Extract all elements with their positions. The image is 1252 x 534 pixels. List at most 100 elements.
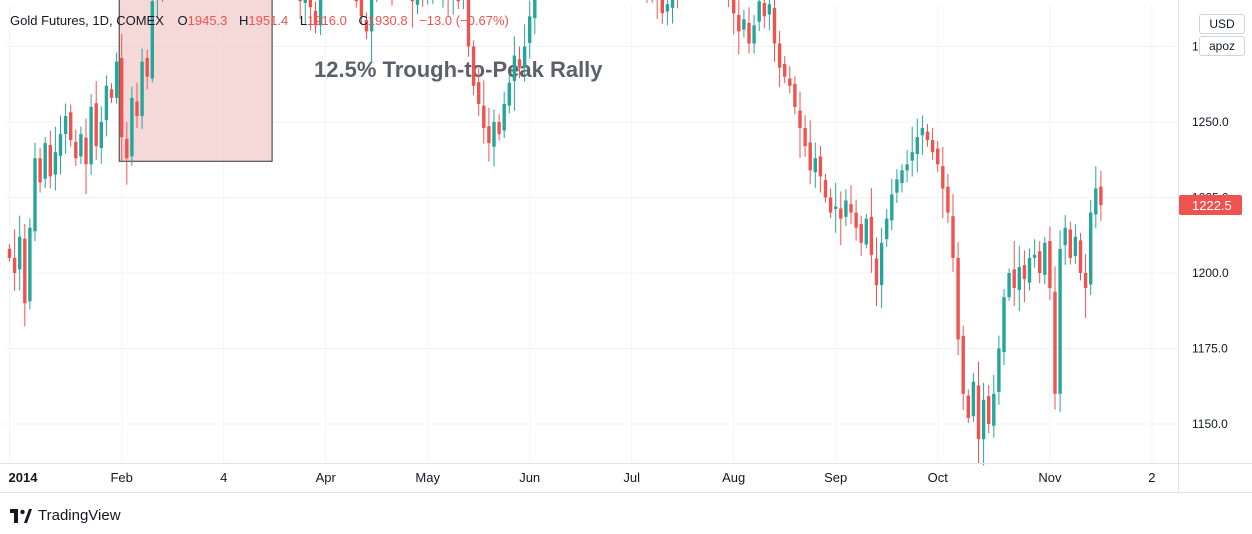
candle bbox=[104, 75, 109, 137]
candle-body bbox=[834, 206, 838, 209]
y-tick-label: 1200.0 bbox=[1192, 266, 1229, 280]
candle bbox=[145, 49, 149, 90]
candle bbox=[828, 188, 833, 219]
candle-body bbox=[63, 115, 68, 135]
candle bbox=[53, 126, 58, 191]
candle-body bbox=[895, 179, 899, 193]
candle bbox=[492, 109, 496, 167]
candle bbox=[466, 0, 471, 57]
candle-body bbox=[936, 148, 940, 165]
candle bbox=[1038, 240, 1042, 284]
x-tick-label: Nov bbox=[1038, 470, 1062, 485]
candle bbox=[728, 0, 730, 8]
candle-body bbox=[471, 46, 476, 86]
candle bbox=[788, 66, 792, 94]
brand-footer[interactable]: TradingView bbox=[10, 507, 121, 524]
candle bbox=[992, 374, 996, 438]
candle bbox=[1078, 232, 1083, 281]
open-label: O bbox=[177, 13, 188, 28]
candle-body bbox=[783, 64, 787, 77]
candle-body bbox=[808, 142, 812, 171]
current-price-tag: 1222.5 bbox=[1179, 195, 1242, 216]
candle bbox=[997, 335, 1001, 405]
candle-body bbox=[84, 137, 88, 165]
candle-body bbox=[1058, 248, 1062, 394]
candle-body bbox=[33, 158, 37, 232]
x-tick-label: Sep bbox=[824, 470, 847, 485]
candle-body bbox=[961, 335, 965, 394]
currency-button[interactable]: USD bbox=[1199, 14, 1245, 34]
candle bbox=[522, 24, 527, 82]
candle bbox=[732, 0, 736, 35]
y-tick-label: 1250.0 bbox=[1192, 115, 1229, 129]
candle bbox=[660, 0, 664, 24]
candle-body bbox=[966, 395, 970, 418]
symbol-name: Gold Futures, 1D, COMEX bbox=[10, 13, 164, 28]
candle bbox=[818, 146, 823, 193]
candle bbox=[99, 106, 103, 164]
candle bbox=[1063, 215, 1067, 265]
candle bbox=[951, 194, 955, 272]
candle-body bbox=[53, 152, 58, 175]
candle bbox=[422, 0, 424, 7]
candle-body bbox=[670, 0, 675, 8]
candle-body bbox=[981, 399, 986, 440]
candle bbox=[298, 0, 302, 20]
candle bbox=[915, 118, 919, 173]
candle-body bbox=[890, 194, 894, 221]
candle-body bbox=[109, 89, 114, 98]
candle-body bbox=[777, 43, 782, 68]
candle-body bbox=[854, 212, 858, 228]
candle bbox=[1012, 240, 1016, 306]
candle-body bbox=[1094, 188, 1098, 215]
candle bbox=[58, 115, 63, 175]
candle-body bbox=[38, 158, 42, 183]
change-value: −13.0 (−0.67%) bbox=[419, 13, 509, 28]
candle bbox=[813, 142, 817, 188]
candle bbox=[961, 325, 965, 411]
candle-body bbox=[757, 1, 761, 22]
candle-body bbox=[941, 166, 945, 189]
candle-body bbox=[971, 381, 976, 417]
candle bbox=[427, 0, 429, 5]
rally-highlight-box[interactable] bbox=[118, 0, 273, 162]
candle-body bbox=[492, 122, 496, 147]
candle bbox=[502, 91, 506, 139]
candle-body bbox=[1012, 269, 1016, 289]
candle-body bbox=[114, 61, 119, 98]
candle bbox=[533, 0, 537, 35]
candle bbox=[1032, 239, 1037, 268]
candle-body bbox=[359, 0, 364, 17]
candle-body bbox=[1043, 242, 1047, 275]
candle-body bbox=[879, 242, 884, 286]
candle bbox=[936, 141, 940, 172]
tradingview-logo-icon bbox=[10, 508, 32, 523]
candle bbox=[777, 30, 782, 88]
candle-body bbox=[18, 236, 22, 270]
candle-body bbox=[482, 105, 486, 129]
candle bbox=[966, 389, 970, 424]
candle-body bbox=[298, 0, 302, 2]
candle-body bbox=[762, 3, 766, 17]
x-tick-label: Jun bbox=[519, 470, 540, 485]
candle bbox=[1058, 230, 1062, 413]
candle bbox=[930, 127, 935, 160]
x-tick-label: Apr bbox=[316, 470, 337, 485]
candle bbox=[864, 214, 868, 249]
scale-mode-button[interactable]: apoz bbox=[1199, 36, 1245, 56]
candle-body bbox=[23, 238, 27, 304]
candle-body bbox=[130, 97, 134, 157]
candle-body bbox=[12, 257, 17, 273]
candle bbox=[33, 142, 37, 242]
candle-body bbox=[89, 106, 93, 165]
candle bbox=[23, 223, 27, 327]
candle-body bbox=[533, 0, 537, 19]
candle bbox=[497, 114, 501, 141]
candle bbox=[354, 0, 358, 8]
candle bbox=[1002, 288, 1006, 365]
candle-body bbox=[1022, 265, 1027, 280]
candle bbox=[1099, 170, 1103, 221]
candle bbox=[665, 0, 670, 26]
candle-body bbox=[7, 248, 12, 258]
